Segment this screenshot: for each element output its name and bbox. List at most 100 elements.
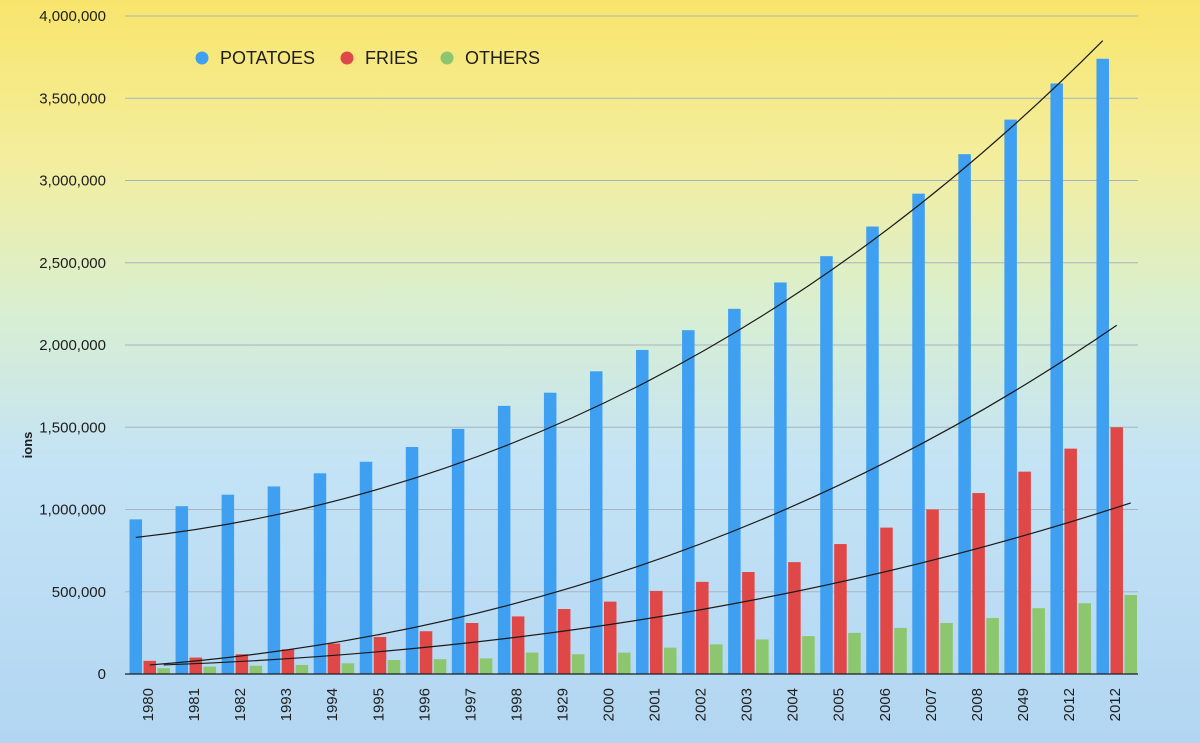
bar-fries [926,509,939,674]
bar-others [802,636,815,674]
y-tick-label: 0 [98,666,106,683]
trendline-potatoes [135,40,1104,539]
trendline-fries [149,324,1118,666]
bar-others [341,663,355,674]
bar-fries [373,636,387,674]
bar-potatoes [451,428,465,674]
bar-fries [419,631,433,674]
legend-label-fries: FRIES [365,48,418,68]
bar-others [157,668,171,674]
x-tick-label: 2007 [923,688,940,721]
y-axis-title: ions [20,432,35,459]
bar-potatoes [866,226,879,674]
bar-others [249,665,263,674]
bar-others [664,647,677,674]
y-tick-label: 1,000,000 [39,502,106,519]
bar-potatoes [1096,58,1109,674]
bar-fries [880,527,893,674]
x-tick-label: 2002 [693,688,710,721]
bar-fries [1064,448,1077,674]
legend: POTATOES FRIES OTHERS [195,48,540,68]
bar-fries [327,643,341,674]
bar-potatoes [589,371,603,674]
x-tick-label: 2012 [1061,688,1078,721]
bar-potatoes [820,256,833,674]
x-tick-label: 1994 [324,688,341,721]
x-tick-label: 1996 [416,688,433,721]
x-tick-label: 1998 [508,688,525,721]
x-tick-label: 1980 [140,688,157,721]
bar-potatoes [774,282,787,674]
bar-fries [603,601,617,674]
bar-fries [788,562,801,674]
bar-potatoes [958,154,971,674]
bar-fries [1110,427,1123,674]
x-tick-label: 2005 [831,688,848,721]
bar-potatoes [1004,119,1017,674]
bar-potatoes [175,506,189,674]
bar-potatoes [267,486,281,674]
gridlines [125,15,1138,593]
x-tick-label: 1982 [232,688,249,721]
bar-others [986,618,999,674]
y-tick-label: 500,000 [52,584,106,601]
bar-fries [465,623,479,674]
x-tick-label: 2006 [877,688,894,721]
x-tick-label: 1993 [278,688,295,721]
x-tick-label: 2000 [600,688,617,721]
bar-others [617,652,631,674]
bar-others [1032,608,1045,674]
bar-fries [696,581,709,674]
legend-marker-others [440,51,454,65]
bar-others [387,660,401,674]
bar-potatoes [682,330,695,674]
bar-fries [281,649,295,674]
bar-fries [235,654,249,674]
bars [129,58,1137,674]
x-tick-label: 2004 [785,688,802,721]
bar-potatoes [129,519,143,674]
bar-fries [742,572,755,674]
bar-others [1078,603,1091,674]
bar-fries [143,660,157,674]
bar-potatoes [405,446,419,674]
bar-potatoes [313,473,327,674]
legend-marker-fries [340,51,354,65]
y-tick-label: 3,500,000 [39,90,106,107]
x-tick-label: 1997 [462,688,479,721]
bar-others [433,659,447,674]
bar-potatoes [1050,83,1063,674]
bar-potatoes [912,193,925,674]
y-tick-label: 4,000,000 [39,8,106,25]
legend-label-potatoes: POTATOES [220,48,315,68]
y-tick-label: 2,000,000 [39,337,106,354]
bar-fries [557,609,571,674]
bar-others [479,658,493,674]
x-tick-label: 2003 [739,688,756,721]
bar-fries [650,590,663,674]
bar-others [1124,595,1137,674]
bar-others [525,652,539,674]
bar-fries [834,544,847,674]
bar-fries [972,493,985,674]
bar-others [940,623,953,674]
bar-potatoes [728,308,741,674]
y-tick-label: 1,500,000 [39,419,106,436]
x-tick-label: 2008 [969,688,986,721]
bar-potatoes [636,349,649,674]
trendlines [135,40,1131,666]
y-tick-label: 3,000,000 [39,173,106,190]
axes: 0 500,000 1,000,000 1,500,000 2,000,000 2,500… [39,8,1138,721]
bar-others [571,654,585,674]
legend-marker-potatoes [195,51,209,65]
legend-label-others: OTHERS [465,48,540,68]
x-tick-label: 2049 [1015,688,1032,721]
bar-fries [511,616,525,674]
bar-others [756,639,769,674]
bar-others [848,632,861,674]
bar-fries [1018,471,1031,674]
bar-others [894,627,907,674]
x-tick-label: 2001 [647,688,664,721]
